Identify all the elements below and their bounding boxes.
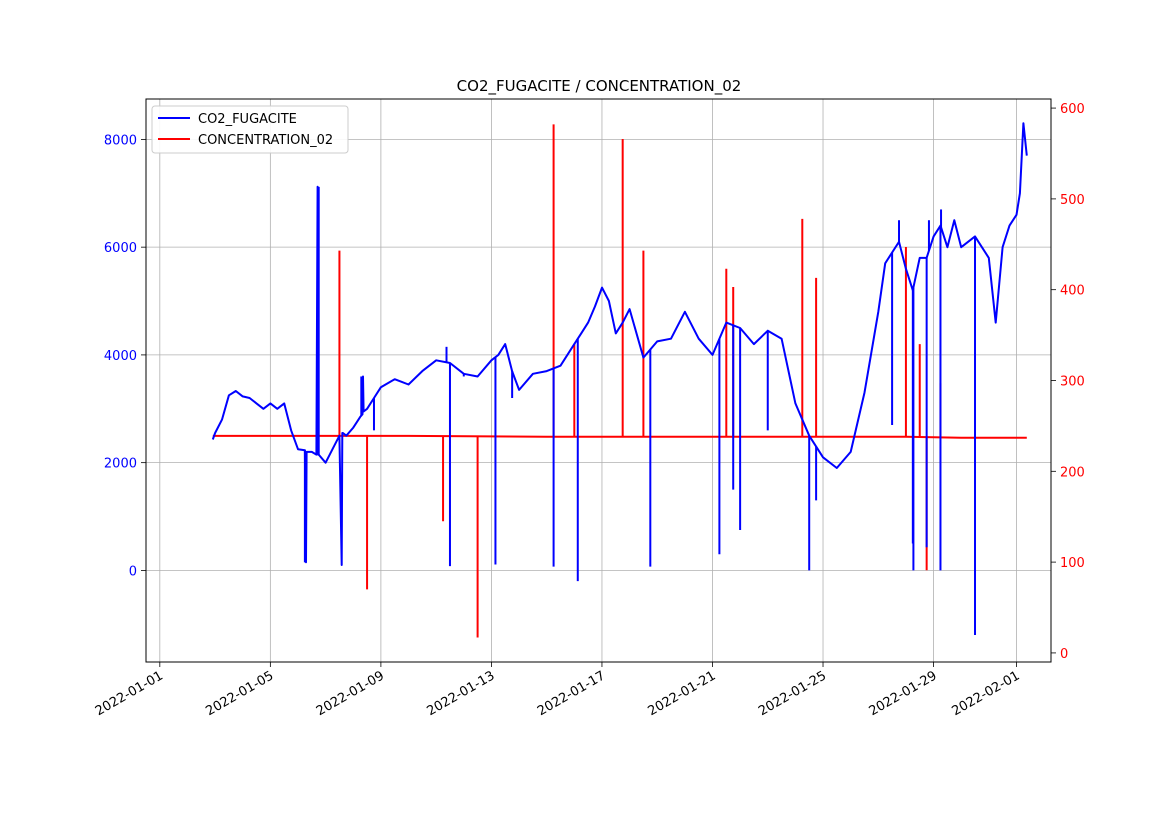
y-left-tick-label: 0 [129,564,137,579]
legend-label-co2-fugacite: CO2_FUGACITE [198,112,297,127]
legend-frame [151,105,349,154]
y-right-tick-label: 500 [1060,193,1085,208]
y-left-tick-label: 4000 [104,349,137,364]
y-left-tick-label: 6000 [104,241,137,256]
y-right-tick-label: 100 [1060,556,1085,571]
legend: CO2_FUGACITE CONCENTRATION_02 [151,105,349,154]
co2-series-layer [211,122,1028,636]
y-right-tick-label: 0 [1060,647,1068,662]
plot-frame [145,98,1052,663]
legend-label-concentration-02: CONCENTRATION_02 [198,133,333,148]
y-right-tick-label: 200 [1060,465,1085,480]
y-right-tick-label: 600 [1060,102,1085,117]
concentration-series-layer [212,124,1027,638]
y-left-tick-label: 2000 [104,457,137,472]
grid-lines [146,99,1051,662]
y-left-tick-label: 8000 [104,133,137,148]
y-right-tick-label: 300 [1060,375,1085,390]
chart-title: CO2_FUGACITE / CONCENTRATION_02 [457,77,742,96]
co2-fugacite-line [211,122,1028,566]
y-right-tick-label: 400 [1060,284,1085,299]
